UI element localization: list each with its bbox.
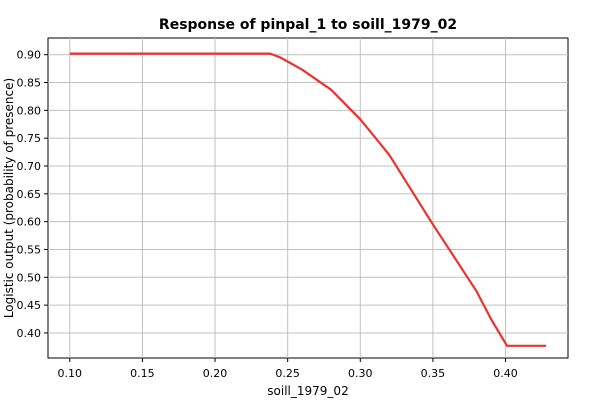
y-tick-label: 0.70 <box>17 160 42 173</box>
response-curve <box>69 52 547 347</box>
y-tick-label: 0.45 <box>17 299 42 312</box>
y-axis: 0.40 0.45 0.50 0.55 0.60 0.65 0.70 0.75 0.80 0.85… <box>17 49 48 340</box>
chart-title: Response of pinpal_1 to soill_1979_02 <box>159 17 457 33</box>
x-tick-label: 0.25 <box>275 367 300 380</box>
x-axis-label: soill_1979_02 <box>267 384 348 398</box>
x-tick-label: 0.20 <box>203 367 228 380</box>
y-tick-label: 0.60 <box>17 216 42 229</box>
x-axis: 0.10 0.15 0.20 0.25 0.30 0.35 0.40 <box>58 358 518 380</box>
series-group <box>69 52 547 347</box>
y-axis-label: Logistic output (probability of presence… <box>2 78 16 318</box>
y-tick-label: 0.80 <box>17 104 42 117</box>
y-tick-label: 0.65 <box>17 188 42 201</box>
y-tick-label: 0.85 <box>17 77 42 90</box>
x-tick-label: 0.35 <box>421 367 446 380</box>
y-tick-label: 0.90 <box>17 49 42 62</box>
x-tick-label: 0.40 <box>493 367 518 380</box>
y-tick-label: 0.40 <box>17 327 42 340</box>
y-tick-label: 0.55 <box>17 243 42 256</box>
y-tick-label: 0.75 <box>17 132 42 145</box>
y-tick-label: 0.50 <box>17 271 42 284</box>
plot-area <box>47 37 569 359</box>
x-tick-label: 0.10 <box>58 367 83 380</box>
x-tick-label: 0.30 <box>348 367 373 380</box>
x-tick-label: 0.15 <box>130 367 155 380</box>
